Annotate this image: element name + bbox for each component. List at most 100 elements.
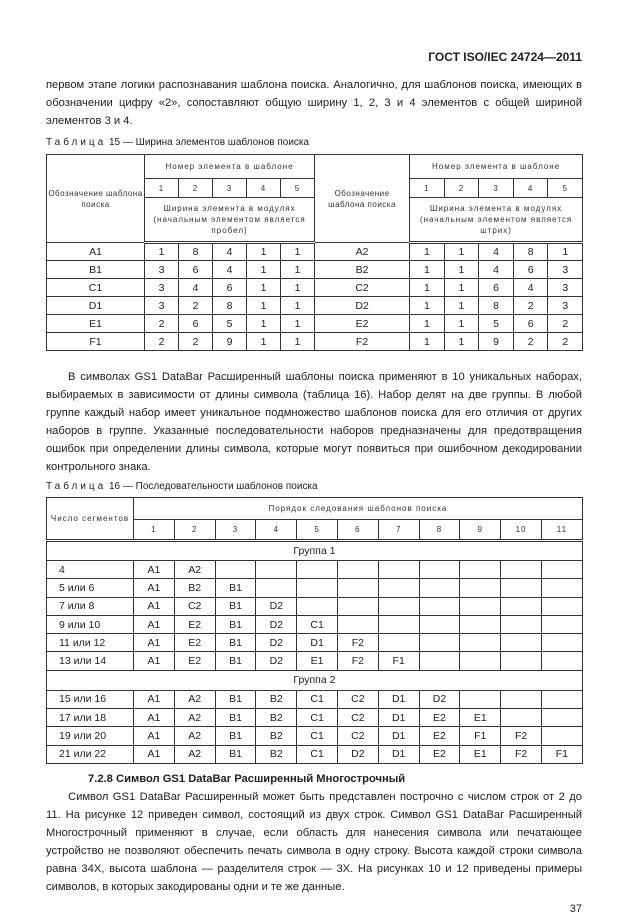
table-cell <box>500 689 542 710</box>
table-cell <box>377 614 420 635</box>
table-cell <box>336 596 379 616</box>
table-cell: 1 <box>246 260 281 279</box>
table-cell <box>500 578 542 598</box>
table-cell: 4 <box>46 559 134 580</box>
group-label: Группа 2 <box>46 669 583 691</box>
table-cell <box>540 726 583 746</box>
table-cell <box>500 651 542 671</box>
table-cell: 1 <box>409 278 445 297</box>
table-cell: 3 <box>547 278 584 297</box>
table-cell: 1 <box>133 519 175 542</box>
table-cell: E1 <box>459 708 502 728</box>
page-number: 37 <box>569 902 582 915</box>
table-cell: E2 <box>173 633 216 653</box>
table-cell: 7 или 8 <box>46 596 134 616</box>
table-row: F1 2 2 9 1 1 F2 1 1 9 2 2 <box>46 332 584 351</box>
document-header: ГОСТ ISO/IEC 24724—2011 <box>428 50 582 64</box>
table-cell <box>336 614 379 635</box>
column-header-segments: Число сегментов <box>46 497 134 542</box>
table-cell: A1 <box>133 559 175 580</box>
table-cell: 5 <box>296 519 338 542</box>
table-cell: B1 <box>214 578 257 598</box>
table-cell: 8 <box>478 296 514 315</box>
table-row: 4 A1 A2 <box>46 559 583 580</box>
table-cell <box>377 596 420 616</box>
table-cell: 4 <box>512 278 549 297</box>
table-cell: 2 <box>443 178 480 198</box>
table-cell <box>459 651 502 671</box>
table-cell: 2 <box>178 178 213 198</box>
table-cell: A2 <box>173 559 216 580</box>
table-cell: F1 <box>377 651 420 671</box>
table-cell: A1 <box>46 242 145 261</box>
table-cell <box>540 651 583 671</box>
table-cell: 6 <box>336 519 379 542</box>
table-cell: B1 <box>214 744 257 764</box>
table-cell: 2 <box>144 332 179 351</box>
table-cell: 1 <box>409 242 445 261</box>
table-cell: D2 <box>336 744 379 764</box>
table-cell <box>500 708 542 728</box>
table-cell <box>459 578 502 598</box>
table-cell: 3 <box>144 296 179 315</box>
body-paragraph: Символ GS1 DataBar Расширенный может быт… <box>46 790 582 893</box>
table-cell: 8 <box>178 242 213 261</box>
table-cell: B1 <box>214 726 257 746</box>
table-cell: B2 <box>255 708 298 728</box>
table-cell: B1 <box>214 651 257 671</box>
table-cell <box>540 559 583 580</box>
table-cell: 5 <box>547 178 584 198</box>
table-cell: B2 <box>255 726 298 746</box>
table-cell <box>377 578 420 598</box>
table-cell: D2 <box>418 689 461 710</box>
table-cell: 4 <box>478 242 514 261</box>
table-cell: A2 <box>173 726 216 746</box>
table-cell: D2 <box>255 633 298 653</box>
table-cell: 3 <box>144 278 179 297</box>
table15-caption: Таблица 15 — Ширина элементов шаблонов п… <box>46 137 582 149</box>
table-cell: D1 <box>296 633 338 653</box>
table-cell: C1 <box>46 278 145 297</box>
table-cell: 7 <box>377 519 420 542</box>
table-cell: B1 <box>214 689 257 710</box>
table-row: 19 или 20 A1 A2 B1 B2 C1 C2 D1 E2 F1 F2 <box>46 726 583 746</box>
table-cell: 9 <box>212 332 247 351</box>
caption-text: 16 — Последовательности шаблонов поиска <box>106 481 318 492</box>
table-cell <box>540 708 583 728</box>
table-cell: E2 <box>173 614 216 635</box>
table-cell: F1 <box>540 744 583 764</box>
table-cell: 6 <box>212 278 247 297</box>
table-cell: B1 <box>214 708 257 728</box>
table-cell <box>459 689 502 710</box>
table-cell <box>500 596 542 616</box>
table-cell: C1 <box>296 614 338 635</box>
table-cell: C2 <box>336 708 379 728</box>
table-cell: B1 <box>214 633 257 653</box>
table-cell: A1 <box>133 633 175 653</box>
caption-text: 15 — Ширина элементов шаблонов поиска <box>106 137 310 148</box>
table-cell: 2 <box>144 314 179 333</box>
page-content: ГОСТ ISO/IEC 24724—2011 первом этапе лог… <box>46 50 584 916</box>
table-cell: B1 <box>214 596 257 616</box>
table-cell: 9 <box>478 332 514 351</box>
table-cell: 3 <box>547 296 584 315</box>
table-16: Число сегментов Порядок следования шабло… <box>46 497 583 764</box>
table-cell: A2 <box>173 689 216 710</box>
table-cell: 1 <box>409 296 445 315</box>
table-cell: 2 <box>178 296 213 315</box>
table-cell: C1 <box>296 689 338 710</box>
section-title: 7.2.8 Символ GS1 DataBar Расширенный Мно… <box>88 772 406 785</box>
table-cell: B1 <box>214 614 257 635</box>
column-header-element-number: Номер элемента в шаблоне <box>143 154 316 179</box>
table-cell: 4 <box>478 260 514 279</box>
table-cell <box>459 633 502 653</box>
table-cell: A1 <box>133 689 175 710</box>
table-cell: 6 <box>512 260 549 279</box>
table-cell: 1 <box>246 296 281 315</box>
table-cell <box>418 596 461 616</box>
table-row: 17 или 18 A1 A2 B1 B2 C1 C2 D1 E2 E1 <box>46 708 583 728</box>
table-cell: D1 <box>377 744 420 764</box>
table-cell: 1 <box>547 242 584 261</box>
table-cell: F2 <box>336 633 379 653</box>
table-cell: 11 <box>540 519 583 542</box>
